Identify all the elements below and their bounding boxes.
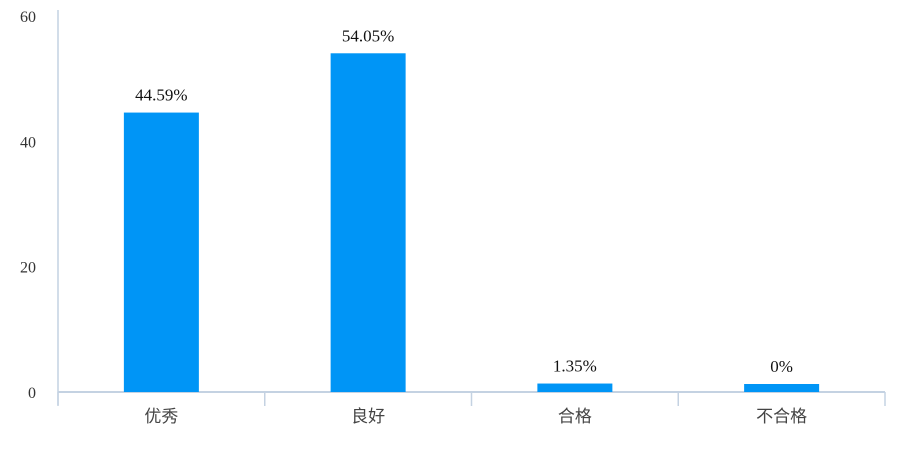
- bar-2: [330, 53, 406, 392]
- data-label: 54.05%: [342, 26, 394, 45]
- x-tick-label: 优秀: [144, 407, 178, 426]
- x-tick-label: 合格: [558, 407, 592, 426]
- y-tick-label: 60: [20, 9, 36, 26]
- x-tick-label: 良好: [351, 407, 385, 426]
- data-label: 1.35%: [553, 357, 597, 376]
- y-tick-label: 40: [20, 134, 36, 151]
- bar-4: [744, 384, 820, 392]
- y-tick-label: 20: [20, 260, 36, 277]
- data-label: 0%: [770, 357, 793, 376]
- bar-1: [123, 112, 199, 392]
- y-tick-label: 0: [28, 385, 36, 402]
- bar-3: [537, 383, 613, 392]
- x-tick-label: 不合格: [756, 407, 807, 426]
- data-label: 44.59%: [135, 86, 187, 105]
